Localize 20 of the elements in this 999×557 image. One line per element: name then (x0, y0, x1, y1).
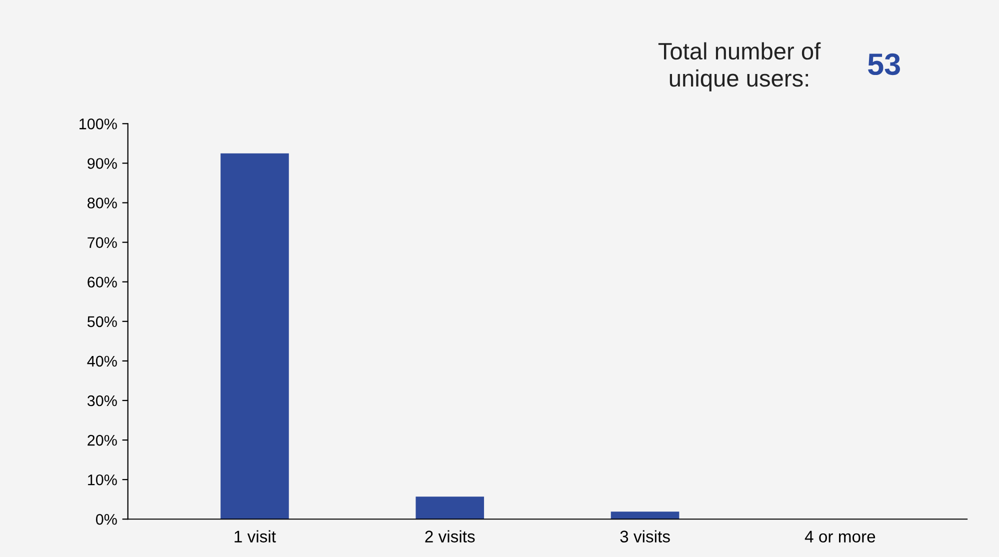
bar (610, 512, 680, 520)
x-tick-label: 3 visits (620, 530, 670, 542)
y-tick-label: 70% (88, 237, 117, 248)
y-tick-label: 10% (88, 474, 117, 486)
bar (416, 496, 484, 520)
text: 53 (868, 53, 900, 76)
y-tick-label: 60% (88, 276, 117, 288)
y-tick-label: 80% (88, 198, 117, 208)
y-tick-label: 90% (88, 158, 117, 169)
y-tick-label: 40% (87, 356, 117, 367)
y-tick-label: 20% (88, 434, 117, 446)
x-tick-label: 4 or more (804, 530, 876, 542)
y-tick-label: 30% (87, 395, 117, 406)
x-tick-label: 2 visits (425, 530, 475, 542)
x-tick-label: 1 visit (234, 530, 276, 542)
y-tick-label: 0% (96, 514, 117, 525)
bar (220, 153, 289, 520)
text: Total number of unique users: (658, 42, 821, 92)
y-tick-label: 100% (80, 118, 117, 130)
y-tick-label: 50% (87, 316, 117, 328)
